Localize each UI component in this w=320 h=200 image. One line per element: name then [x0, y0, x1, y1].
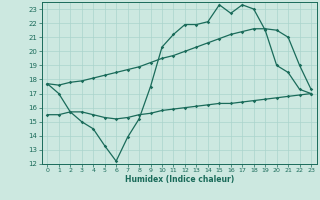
X-axis label: Humidex (Indice chaleur): Humidex (Indice chaleur) — [124, 175, 234, 184]
